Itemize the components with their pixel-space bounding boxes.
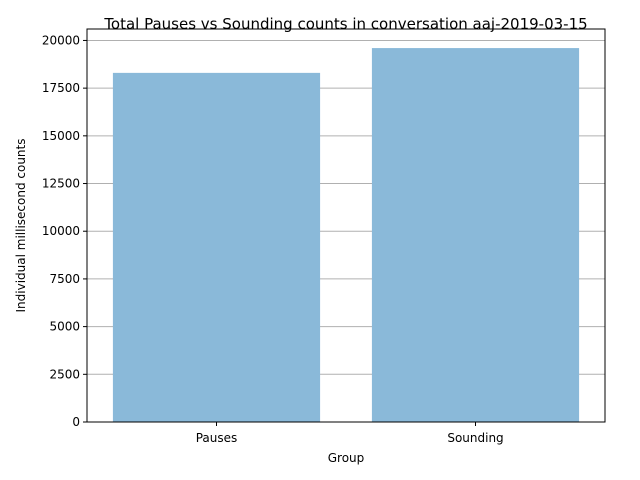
y-tick-label-4: 10000 xyxy=(42,224,80,238)
y-tick-label-7: 17500 xyxy=(42,81,80,95)
x-tick-label-pauses: Pauses xyxy=(196,431,238,445)
bar-pauses xyxy=(112,72,321,423)
bar-sounding xyxy=(371,48,580,423)
y-axis-label: Individual millisecond counts xyxy=(14,139,28,313)
y-tick-label-1: 2500 xyxy=(49,367,80,381)
y-tick-label-6: 15000 xyxy=(42,129,80,143)
x-axis-ticks: Pauses Sounding xyxy=(196,422,504,445)
y-tick-label-0: 0 xyxy=(72,415,80,429)
bars xyxy=(112,48,580,423)
y-tick-label-8: 20000 xyxy=(42,33,80,47)
y-axis-ticks: 0 2500 5000 7500 10000 12500 15000 17500 20000 xyxy=(42,33,87,429)
chart-title: Total Pauses vs Sounding counts in conve… xyxy=(103,15,587,33)
y-tick-label-2: 5000 xyxy=(49,320,80,334)
plot-frame xyxy=(86,28,606,423)
y-tick-label-5: 12500 xyxy=(42,177,80,191)
y-tick-label-3: 7500 xyxy=(49,272,80,286)
x-tick-label-sounding: Sounding xyxy=(447,431,503,445)
x-axis-label: Group xyxy=(328,451,365,465)
